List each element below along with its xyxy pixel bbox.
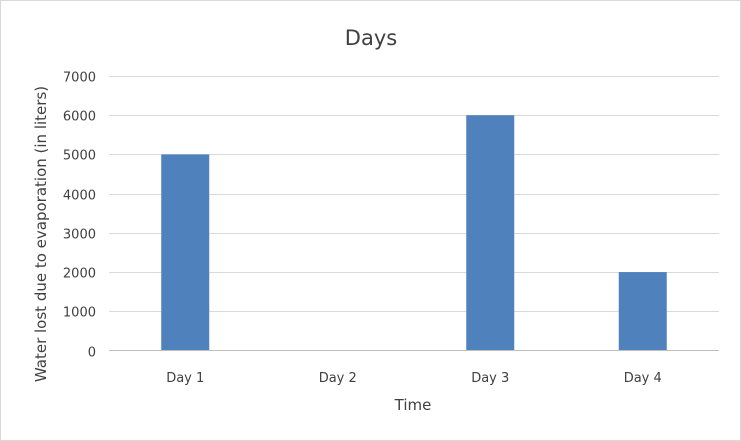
x-tick-label: Day 3	[471, 371, 509, 386]
y-tick-labels: 0 1000 2000 3000 4000 5000 6000 7000	[63, 71, 96, 361]
x-tick-label: Day 2	[319, 371, 357, 386]
bar-day-1	[161, 154, 210, 351]
chart-title: Days	[345, 26, 397, 50]
x-tick-label: Day 4	[624, 371, 662, 386]
y-tick-label: 5000	[63, 149, 96, 164]
x-tick-labels: Day 1 Day 2 Day 3 Day 4	[166, 371, 662, 386]
y-tick-label: 7000	[63, 71, 96, 86]
y-tick-label: 3000	[63, 228, 96, 243]
y-tick-label: 1000	[63, 306, 96, 321]
x-axis-title: Time	[394, 396, 432, 414]
bar-day-4	[618, 272, 667, 351]
y-tick-label: 0	[88, 346, 96, 361]
y-tick-label: 6000	[63, 110, 96, 125]
y-tick-label: 4000	[63, 189, 96, 204]
y-axis-title: Water lost due to evaporation (in liters…	[32, 86, 50, 382]
x-tick-label: Day 1	[166, 371, 204, 386]
gridlines	[109, 76, 719, 312]
bar-day-3	[466, 115, 515, 351]
bar-series	[161, 115, 667, 351]
y-tick-label: 2000	[63, 267, 96, 282]
